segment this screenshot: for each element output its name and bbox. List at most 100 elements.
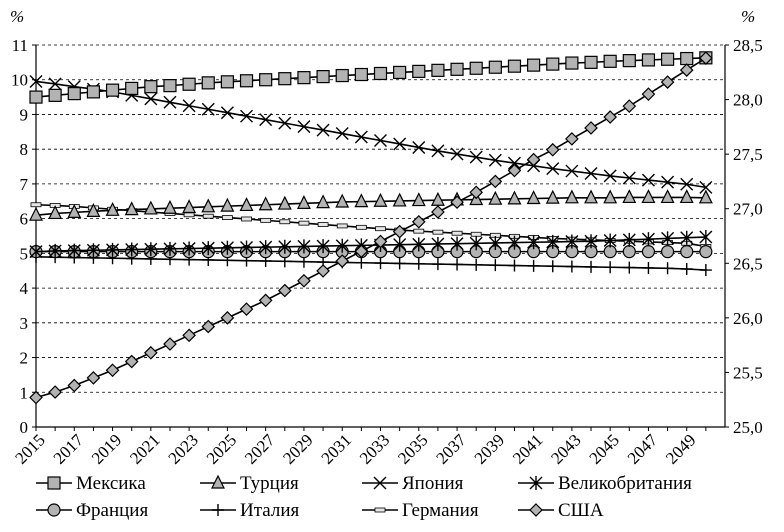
data-point (163, 95, 177, 109)
data-point (29, 390, 43, 405)
data-point (603, 233, 617, 248)
data-point (431, 205, 445, 219)
data-point (220, 311, 235, 325)
data-point (679, 63, 694, 77)
data-point (182, 99, 196, 113)
data-point (660, 245, 675, 259)
legend-item: Италия (200, 500, 300, 521)
right-tick-label: 28,5 (733, 36, 763, 55)
legend-label: США (558, 500, 604, 521)
data-point (469, 236, 483, 251)
data-point (469, 185, 484, 200)
data-point (317, 222, 329, 227)
data-point (105, 201, 120, 216)
data-point (507, 163, 522, 178)
legend-label: Франция (76, 500, 148, 521)
data-point (48, 243, 62, 258)
data-point (201, 198, 216, 213)
data-point (584, 121, 598, 135)
data-point (241, 216, 252, 222)
x-tick-label: 2041 (509, 430, 546, 467)
data-point (375, 226, 386, 232)
data-point (603, 169, 617, 183)
data-point (355, 224, 367, 230)
data-point (316, 264, 330, 278)
data-point (220, 240, 234, 255)
right-tick-label: 26,0 (733, 309, 763, 328)
legend-label: Турция (240, 473, 299, 494)
legend-item: Турция (200, 473, 299, 494)
data-point (67, 243, 81, 258)
data-point (431, 63, 445, 77)
data-point (680, 51, 694, 66)
data-point (641, 232, 655, 247)
left-tick-label: 7 (20, 175, 29, 194)
right-tick-label: 25,0 (733, 418, 763, 437)
legend-marker (211, 474, 225, 489)
data-point (355, 256, 368, 269)
data-point (527, 58, 541, 72)
data-point (29, 244, 43, 259)
data-point (201, 319, 216, 334)
data-point (641, 189, 656, 204)
series-7 (29, 51, 713, 405)
data-point (30, 202, 42, 208)
data-point (661, 262, 674, 275)
data-point (335, 254, 350, 268)
data-point (507, 59, 522, 73)
data-point (660, 75, 675, 89)
x-tick-label: 2023 (164, 430, 201, 467)
data-point (239, 302, 254, 316)
data-point (297, 273, 311, 288)
data-point (622, 245, 636, 259)
data-point (545, 142, 560, 157)
legend-marker (529, 503, 543, 517)
data-point (546, 234, 560, 249)
data-point (29, 206, 43, 221)
data-point (105, 83, 120, 97)
data-point (163, 199, 177, 214)
data-point (202, 213, 214, 219)
x-tick-label: 2037 (432, 430, 470, 468)
data-point (67, 87, 81, 101)
data-point (125, 242, 139, 257)
data-point (413, 228, 425, 234)
data-point (411, 192, 426, 207)
series-3 (29, 230, 713, 259)
data-point (335, 68, 349, 83)
data-point (259, 73, 273, 87)
data-point (623, 261, 636, 274)
left-tick-label: 9 (20, 105, 29, 124)
data-point (144, 92, 158, 106)
data-point (298, 220, 310, 226)
data-point (622, 54, 636, 68)
x-tick-label: 2049 (662, 430, 699, 467)
data-point (316, 239, 330, 254)
data-point (489, 259, 502, 272)
data-point (527, 235, 541, 250)
data-point (565, 164, 579, 178)
data-point (220, 75, 234, 89)
x-tick-label: 2017 (50, 430, 88, 468)
data-point (373, 66, 388, 81)
series-6 (29, 51, 713, 104)
data-point (470, 258, 483, 271)
data-point (278, 72, 292, 86)
x-tick-label: 2039 (471, 430, 508, 467)
data-point (699, 51, 713, 65)
x-tick-label: 2045 (586, 430, 623, 467)
data-point (163, 79, 177, 93)
data-point (470, 231, 482, 237)
legend-label: Япония (402, 473, 464, 494)
data-point (259, 240, 273, 255)
data-point (144, 80, 158, 94)
x-tick-label: 2035 (394, 430, 431, 467)
data-point (278, 239, 292, 254)
left-tick-label: 2 (20, 349, 29, 368)
data-point (29, 90, 43, 104)
legend-item: Германия (362, 500, 479, 521)
right-tick-label: 27,5 (733, 145, 763, 164)
data-point (239, 74, 254, 88)
data-point (354, 244, 369, 259)
